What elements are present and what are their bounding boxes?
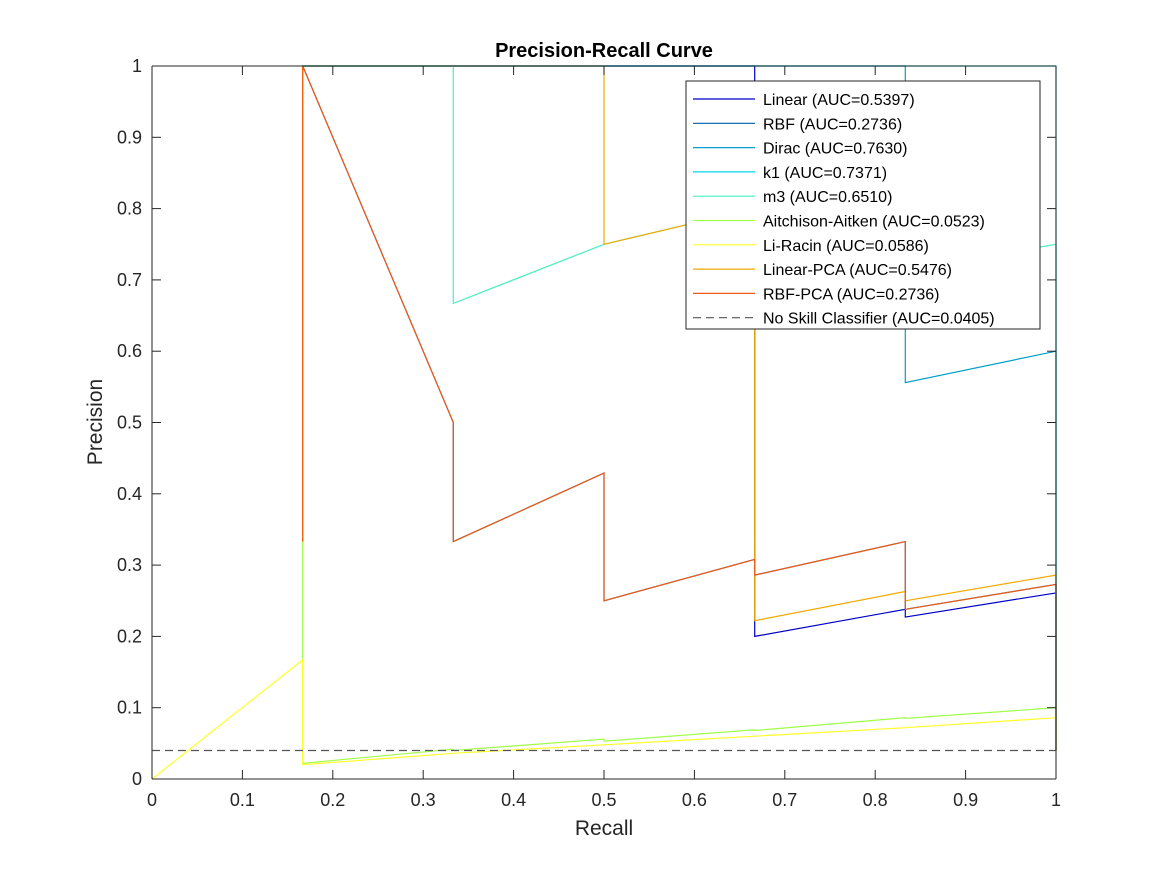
y-tick-label: 0	[132, 769, 142, 789]
y-tick-labels: 0 0.1 0.2 0.3 0.4 0.5 0.6 0.7 0.8 0.9 1	[117, 56, 142, 789]
y-tick-label: 0.5	[117, 413, 142, 433]
legend-entry-3: k1 (AUC=0.7371)	[763, 165, 887, 182]
x-tick-labels: 0 0.1 0.2 0.3 0.4 0.5 0.6 0.7 0.8 0.9 1	[147, 790, 1061, 810]
series-line-5	[302, 541, 1057, 764]
x-axis-label: Recall	[575, 817, 633, 840]
legend-entry-1: RBF (AUC=0.2736)	[763, 116, 902, 133]
legend-entry-5: Aitchison-Aitken (AUC=0.0523)	[763, 214, 985, 231]
y-tick-label: 0.7	[117, 270, 142, 290]
y-tick-label: 0.2	[117, 626, 142, 646]
y-tick-label: 1	[132, 56, 142, 76]
legend-entry-0: Linear (AUC=0.5397)	[763, 92, 915, 109]
legend-items: Linear (AUC=0.5397) RBF (AUC=0.2736) Dirac…	[693, 92, 995, 328]
series-line-8	[302, 65, 1057, 751]
legend-entry-9: No Skill Classifier (AUC=0.0405)	[763, 311, 995, 328]
legend-entry-6: Li-Racin (AUC=0.0586)	[763, 238, 929, 255]
y-tick-label: 0.1	[117, 698, 142, 718]
x-tick-label: 0.2	[320, 790, 345, 810]
y-tick-label: 0.6	[117, 341, 142, 361]
x-tick-label: 0.6	[682, 790, 707, 810]
y-tick-label: 0.3	[117, 555, 142, 575]
x-tick-label: 0.8	[863, 790, 888, 810]
y-tick-label: 0.9	[117, 127, 142, 147]
legend-entry-7: Linear-PCA (AUC=0.5476)	[763, 262, 952, 279]
axes-layer	[151, 65, 1057, 780]
x-tick-label: 0.4	[501, 790, 526, 810]
legend: Linear (AUC=0.5397) RBF (AUC=0.2736) Dirac…	[685, 80, 1041, 330]
x-tick-label: 0.1	[230, 790, 255, 810]
y-tick-label: 0.8	[117, 199, 142, 219]
x-tick-label: 0.9	[953, 790, 978, 810]
legend-box	[685, 80, 1041, 330]
x-tick-label: 0.5	[591, 790, 616, 810]
series-line-6	[151, 658, 1057, 780]
legend-entry-2: Dirac (AUC=0.7630)	[763, 141, 908, 158]
x-tick-label: 0.3	[411, 790, 436, 810]
chart-title: Precision-Recall Curve	[495, 40, 713, 62]
legend-entry-4: m3 (AUC=0.6510)	[763, 189, 892, 206]
x-tick-label: 0	[147, 790, 157, 810]
y-tick-label: 0.4	[117, 484, 142, 504]
x-tick-label: 0.7	[772, 790, 797, 810]
y-axis-label: Precision	[84, 379, 107, 465]
legend-entry-8: RBF-PCA (AUC=0.2736)	[763, 286, 940, 303]
x-tick-label: 1	[1051, 790, 1061, 810]
